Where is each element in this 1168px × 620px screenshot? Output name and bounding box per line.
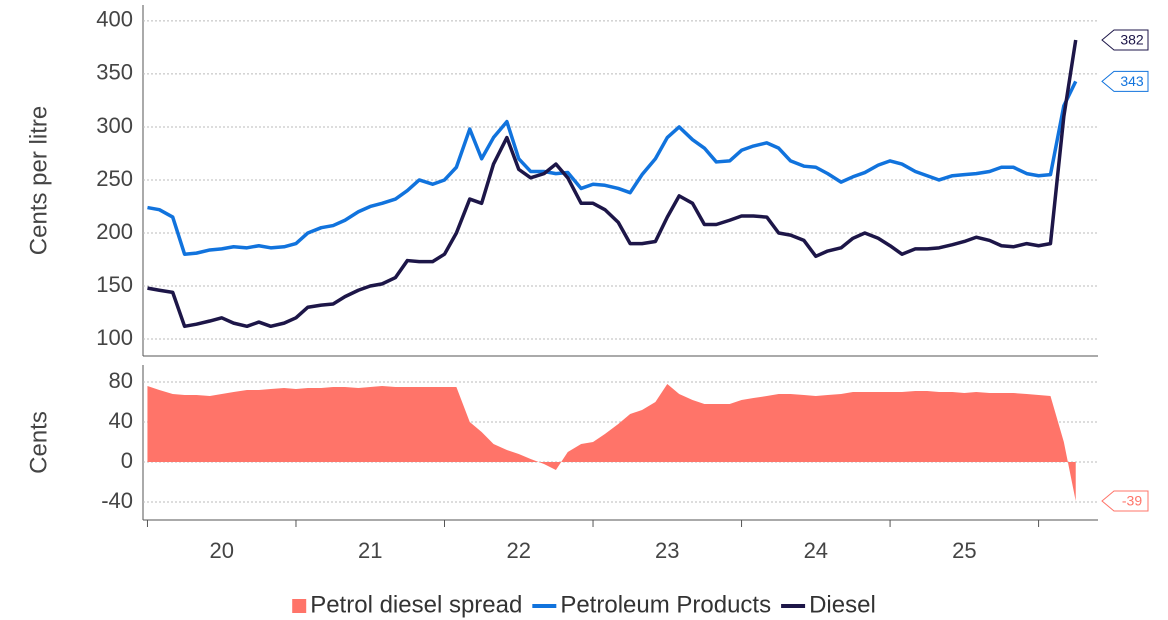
end-label: -39 (1101, 490, 1149, 512)
y-tick-label: 40 (109, 408, 133, 433)
legend-label: Petrol diesel spread (310, 591, 522, 618)
x-tick-label: 25 (952, 538, 976, 563)
end-label-text: 343 (1120, 73, 1144, 89)
end-label-flag (1101, 490, 1149, 512)
legend-label: Diesel (809, 591, 876, 618)
line-series (147, 39, 1078, 329)
area-series (147, 384, 1076, 501)
legend-swatch (292, 599, 307, 613)
y-tick-label: 150 (96, 272, 133, 297)
end-label: 382 (1101, 29, 1149, 51)
y-tick-label: 200 (96, 219, 133, 244)
y-axis-label: Cents per litre (25, 106, 52, 255)
x-tick-label: 20 (209, 538, 233, 563)
legend-label: Petroleum Products (560, 591, 771, 618)
end-label: 343 (1101, 70, 1149, 92)
y-tick-label: 400 (96, 7, 133, 32)
y-tick-label: 100 (96, 325, 133, 350)
end-label-text: -39 (1122, 493, 1142, 509)
y-tick-label: 250 (96, 166, 133, 191)
x-tick-label: 23 (655, 538, 679, 563)
x-tick-label: 21 (358, 538, 382, 563)
end-label-text: 382 (1120, 32, 1144, 48)
x-tick-label: 24 (804, 538, 828, 563)
end-label-flag (1101, 29, 1149, 51)
end-label-flag (1101, 70, 1149, 92)
line-series (147, 80, 1078, 256)
y-tick-label: 80 (109, 368, 133, 393)
y-tick-label: 300 (96, 113, 133, 138)
y-tick-label: 0 (121, 448, 133, 473)
x-tick-label: 22 (507, 538, 531, 563)
y-tick-label: 350 (96, 60, 133, 85)
legend: Petrol diesel spread Petroleum Products Di… (292, 591, 876, 618)
y-tick-label: -40 (101, 488, 133, 513)
y-axis-label: Cents (25, 411, 52, 474)
